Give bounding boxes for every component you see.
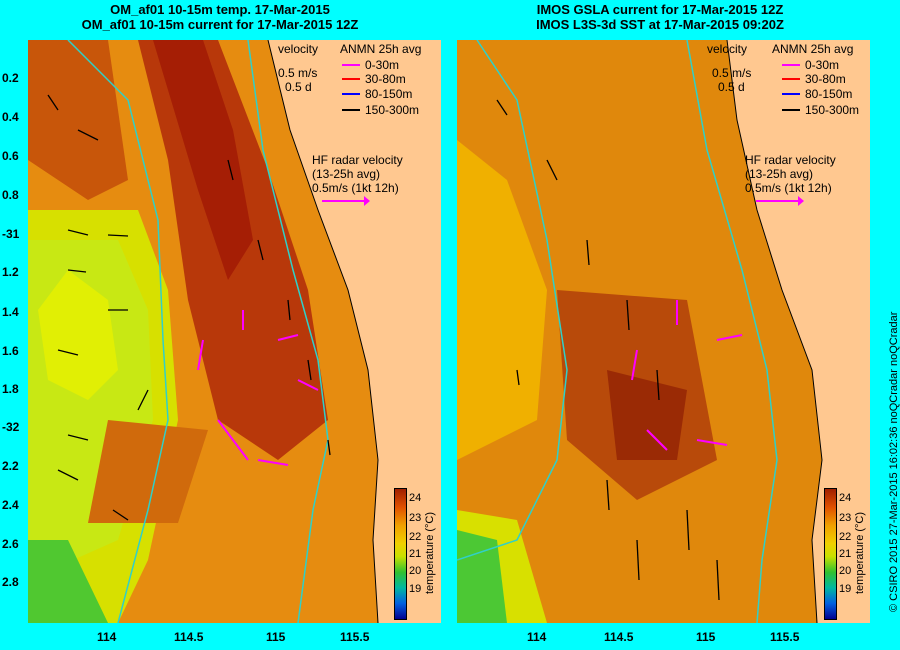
cb-label: 24 <box>409 492 422 504</box>
scale-speed: 0.5 m/s <box>712 66 752 80</box>
right-panel-title: IMOS GSLA current for 17-Mar-2015 12Z IM… <box>440 2 880 32</box>
depth-0-30: 0-30m <box>805 58 840 72</box>
cb-label: 20 <box>839 565 852 577</box>
colorbar-gradient <box>824 488 837 620</box>
left-map-svg <box>28 40 441 623</box>
xtick: 115.5 <box>770 630 800 644</box>
hf-scale-arrow <box>756 196 804 206</box>
hf-scale-arrow <box>322 196 370 206</box>
xtick: 115 <box>696 630 716 644</box>
ytick: 2.8 <box>2 575 19 589</box>
colorbar-gradient <box>394 488 407 620</box>
hf-line2: (13-25h avg) <box>312 167 381 181</box>
left-title-line2: OM_af01 10-15m current for 17-Mar-2015 1… <box>81 17 359 32</box>
depth-arrow-swatches <box>342 64 360 111</box>
depth-80-150: 80-150m <box>805 87 853 101</box>
right-title-line1: IMOS GSLA current for 17-Mar-2015 12Z <box>536 2 784 17</box>
left-panel-title: OM_af01 10-15m temp. 17-Mar-2015 OM_af01… <box>0 2 440 32</box>
depth-30-80: 30-80m <box>805 72 846 86</box>
ytick: 0.2 <box>2 71 19 85</box>
xtick: 114.5 <box>604 630 634 644</box>
scale-time: 0.5 d <box>718 80 745 94</box>
depth-0-30: 0-30m <box>365 58 400 72</box>
ytick: 0.4 <box>2 110 19 124</box>
cb-label: 23 <box>839 512 852 524</box>
cb-label: 20 <box>409 565 422 577</box>
ytick: 1.2 <box>2 265 19 279</box>
ytick: 0.6 <box>2 149 19 163</box>
copyright-text: © CSIRO 2015 27-Mar-2015 16:02:36 noQCra… <box>888 311 900 612</box>
right-title-line2: IMOS L3S-3d SST at 17-Mar-2015 09:20Z <box>536 17 784 32</box>
ytick: 1.8 <box>2 382 19 396</box>
cb-label: 22 <box>409 531 422 543</box>
cb-label: 19 <box>409 583 422 595</box>
depth-150-300: 150-300m <box>805 103 860 117</box>
cb-label: 22 <box>839 531 852 543</box>
depth-150-300: 150-300m <box>365 103 420 117</box>
xtick: 115.5 <box>340 630 370 644</box>
ytick: 2.2 <box>2 459 19 473</box>
ytick: -32 <box>2 420 20 434</box>
cb-title: temperature (°C) <box>854 511 866 594</box>
anmn-label: ANMN 25h avg <box>772 42 854 56</box>
velocity-label: velocity <box>707 42 748 56</box>
depth-30-80: 30-80m <box>365 72 406 86</box>
cb-label: 23 <box>409 512 422 524</box>
hf-line1: HF radar velocity <box>745 153 836 167</box>
right-map-svg <box>457 40 870 623</box>
hf-line1: HF radar velocity <box>312 153 403 167</box>
cb-label: 21 <box>839 548 852 560</box>
xtick: 115 <box>266 630 286 644</box>
scale-speed: 0.5 m/s <box>278 66 318 80</box>
left-map-panel[interactable] <box>28 40 441 623</box>
right-map-panel[interactable] <box>457 40 870 623</box>
cb-label: 24 <box>839 492 852 504</box>
ytick: 2.4 <box>2 498 19 512</box>
cb-title: temperature (°C) <box>424 511 436 594</box>
velocity-label: velocity <box>278 42 319 56</box>
ytick: 2.6 <box>2 537 19 551</box>
hf-line3: 0.5m/s (1kt 12h) <box>312 181 399 195</box>
ytick: 0.8 <box>2 188 19 202</box>
hf-line2: (13-25h avg) <box>745 167 814 181</box>
hf-line3: 0.5m/s (1kt 12h) <box>745 181 832 195</box>
left-title-line1: OM_af01 10-15m temp. 17-Mar-2015 <box>110 2 330 17</box>
scale-time: 0.5 d <box>285 80 312 94</box>
cb-label: 19 <box>839 583 852 595</box>
xtick: 114.5 <box>174 630 204 644</box>
anmn-label: ANMN 25h avg <box>340 42 422 56</box>
xtick: 114 <box>527 630 547 644</box>
cb-label: 21 <box>409 548 422 560</box>
depth-80-150: 80-150m <box>365 87 413 101</box>
depth-arrow-swatches <box>782 64 800 111</box>
xtick: 114 <box>97 630 117 644</box>
ytick: 1.6 <box>2 344 19 358</box>
ytick: 1.4 <box>2 305 19 319</box>
ytick: -31 <box>2 227 20 241</box>
